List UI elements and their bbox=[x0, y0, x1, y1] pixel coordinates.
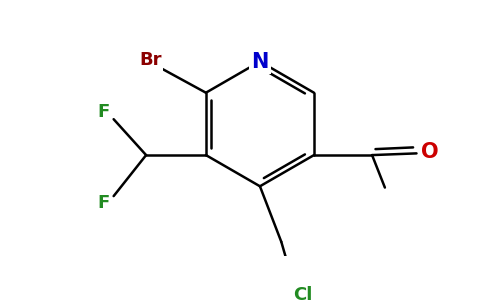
Text: N: N bbox=[251, 52, 269, 71]
Text: Br: Br bbox=[139, 51, 162, 69]
Text: F: F bbox=[97, 103, 109, 122]
Text: F: F bbox=[97, 194, 109, 212]
Text: O: O bbox=[422, 142, 439, 162]
Text: Cl: Cl bbox=[293, 286, 312, 300]
